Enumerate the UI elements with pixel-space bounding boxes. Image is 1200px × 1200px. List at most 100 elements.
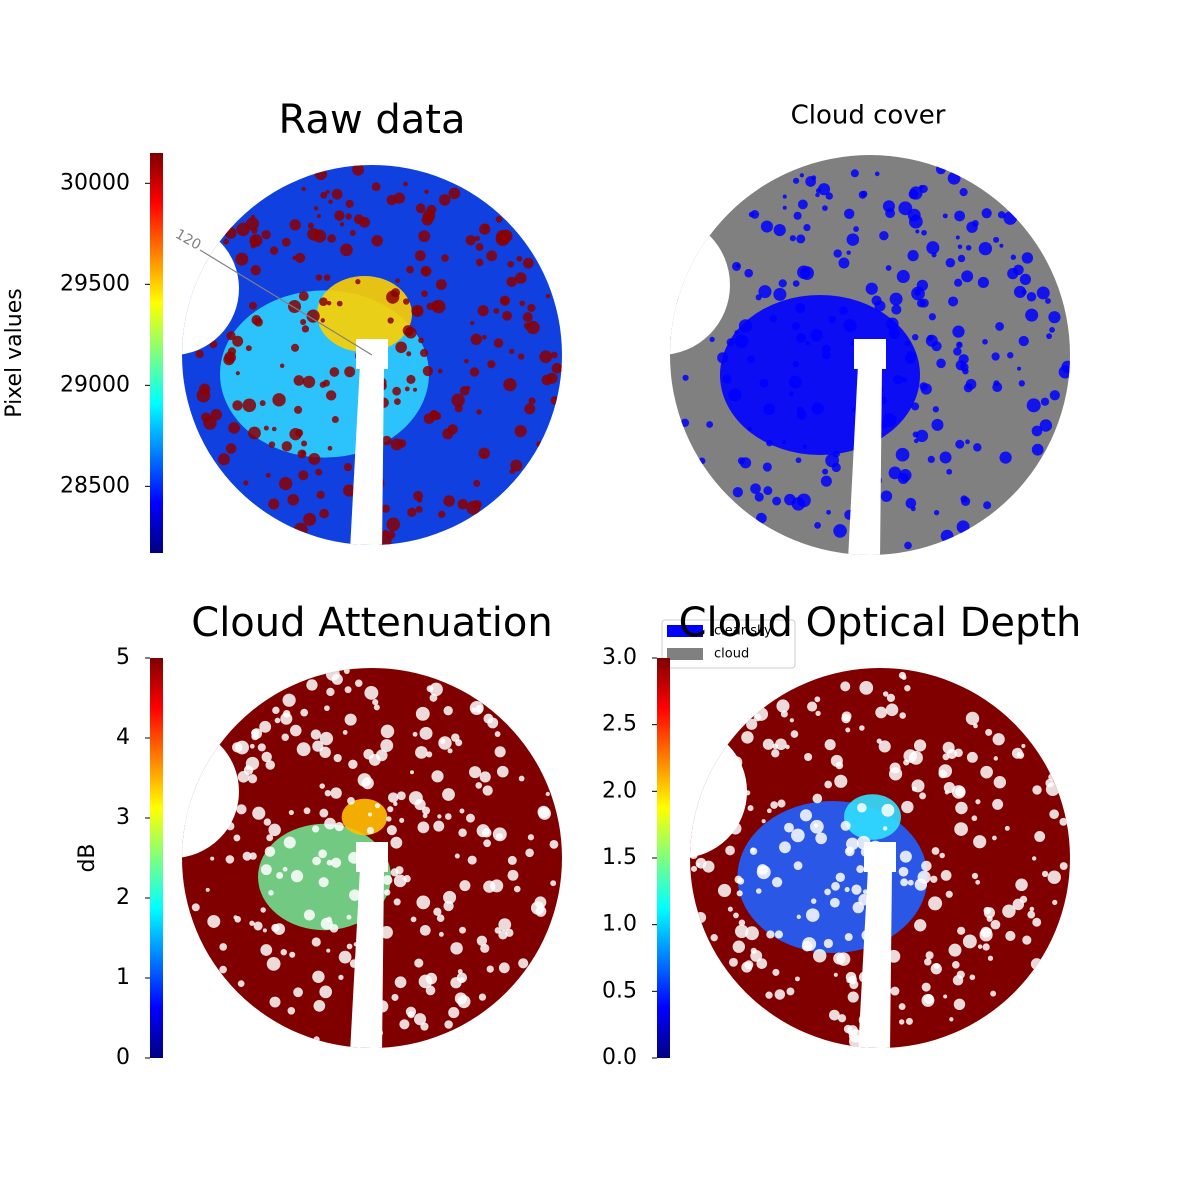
mask [670,215,730,355]
image-speck [841,711,852,722]
image-speck [778,279,787,288]
image-speck [983,501,992,510]
image-speck [466,385,471,391]
image-speck [386,816,392,822]
image-speck [455,739,463,747]
colorbar-tick-label: 1.0 [602,912,637,937]
image-speck [793,861,803,871]
image-speck [788,391,794,397]
image-speck [839,306,848,315]
image-speck [762,738,774,750]
image-speck [942,753,950,761]
image-speck [545,293,551,299]
image-speck [959,188,968,197]
image-speck [824,780,833,789]
colorbar-tick-label: 1.5 [602,845,637,870]
image-speck [965,439,970,445]
image-speck [470,321,475,326]
image-speck [931,847,940,855]
image-speck [739,457,752,469]
image-speck [977,944,983,949]
image-speck [1031,443,1044,456]
image-speck [905,497,917,509]
image-speck [486,965,494,973]
image-speck [276,871,284,879]
image-speck [876,738,882,744]
image-speck [331,416,339,424]
image-speck [837,1014,847,1023]
image-speck [1045,778,1055,788]
image-speck [312,856,321,866]
image-speck [457,498,469,510]
image-speck [750,483,761,494]
image-speck [442,788,455,801]
image-speck [486,250,498,262]
image-speck [817,183,831,196]
image-region [341,798,388,836]
image-speck [259,400,266,407]
image-speck [897,473,909,485]
image-speck [754,707,769,721]
image-speck [196,388,211,403]
image-speck [274,717,281,724]
image-speck [210,408,223,421]
image-speck [952,961,960,969]
image-speck [420,348,429,358]
image-speck [319,297,328,306]
image-speck [1047,870,1061,884]
colorbar [150,153,163,553]
image-speck [732,940,746,953]
image-speck [698,457,706,465]
image-speck [551,362,562,374]
image-speck [336,300,343,307]
image-speck [938,769,948,779]
image-speck [1021,252,1034,264]
image-speck [834,774,848,788]
image-speck [782,205,787,210]
image-speck [1022,935,1032,945]
image-speck [224,227,237,239]
image-speck [498,962,510,974]
sky-image [182,165,562,545]
image-speck [546,372,558,384]
image-speck [549,839,559,849]
image-speck [917,870,931,884]
image-speck [885,703,899,717]
image-speck [414,306,422,314]
image-speck [327,445,333,451]
image-speck [537,805,550,818]
image-speck [761,819,766,824]
image-speck [272,706,280,715]
image-speck [717,352,729,364]
image-speck [480,943,490,953]
image-speck [831,881,840,891]
image-speck [945,890,953,898]
image-speck [805,908,820,922]
image-speck [965,711,980,726]
image-speck [895,447,910,462]
image-speck [821,344,831,354]
sky-image [670,155,1070,555]
image-speck [458,828,467,837]
image-speck [1003,211,1018,225]
image-speck [756,512,767,524]
image-speck [499,295,511,306]
image-speck [919,298,929,308]
image-speck [921,229,927,236]
image-speck [280,712,293,725]
image-speck [495,215,503,223]
image-speck [352,165,365,176]
image-speck [329,367,340,377]
image-speck [438,931,444,937]
image-speck [957,254,966,263]
image-speck [732,487,743,498]
image-speck [469,701,484,715]
image-speck [320,191,328,199]
image-speck [355,279,361,285]
image-speck [496,765,509,778]
image-speck [334,210,345,221]
image-speck [247,774,258,784]
image-speck [438,510,446,519]
image-speck [953,998,966,1011]
image-speck [997,211,1006,219]
